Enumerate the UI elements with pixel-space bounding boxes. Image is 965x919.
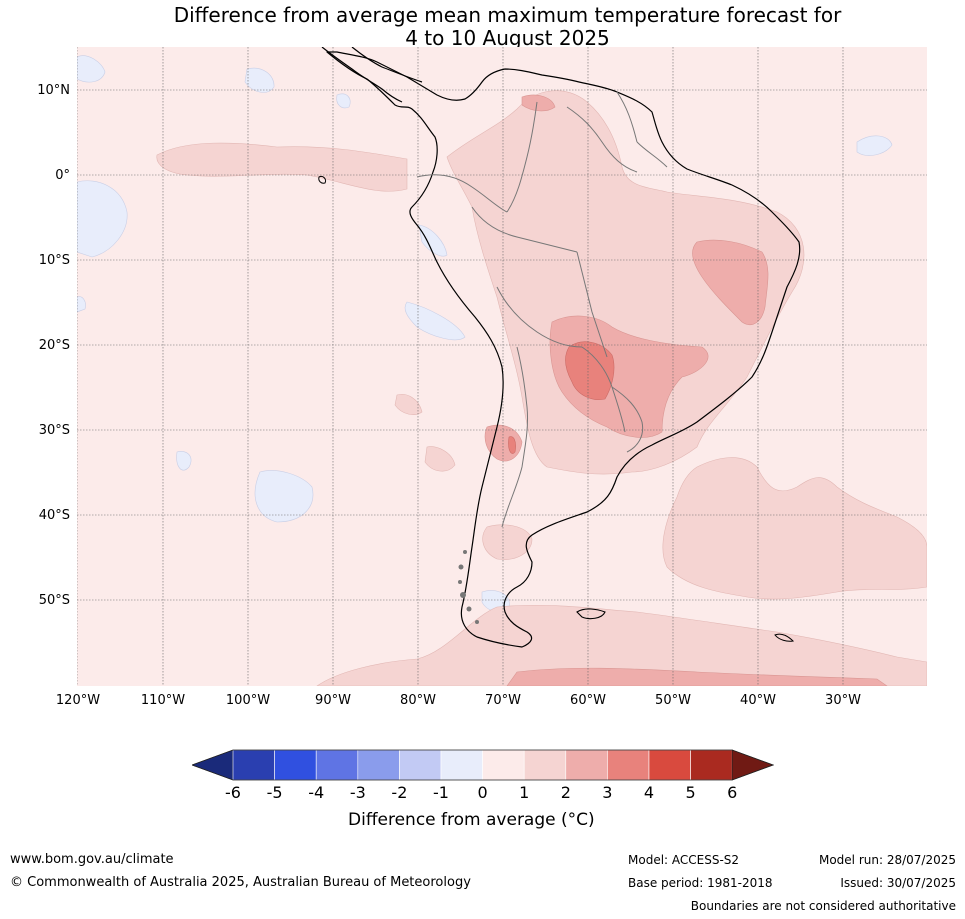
colorbar-cell — [482, 749, 525, 781]
colorbar-outline — [192, 749, 774, 781]
website-link[interactable]: www.bom.gov.au/climate — [10, 852, 174, 867]
colorbar — [192, 749, 774, 781]
colorbar-cell — [315, 749, 359, 781]
colorbar-label: Difference from average (°C) — [348, 810, 595, 830]
colorbar-tick-label: -6 — [225, 783, 241, 802]
lat-label-50s: 50°S — [38, 593, 70, 608]
colorbar-cell — [690, 749, 733, 781]
lon-label-60w: 60°W — [570, 693, 606, 708]
falkland-islands — [576, 608, 606, 620]
base-period: Base period: 1981-2018 — [628, 876, 773, 890]
lon-label-80w: 80°W — [400, 693, 436, 708]
colorbar-tick-label: 4 — [643, 783, 655, 802]
colorbar-cell — [357, 749, 400, 781]
anomaly-1-to-2-areas — [156, 90, 927, 686]
colorbar-cell — [232, 749, 275, 781]
lat-label-10n: 10°N — [37, 83, 70, 98]
colorbar-tick-label: 0 — [477, 783, 488, 802]
colorbar-tick-label: -3 — [349, 783, 366, 802]
colorbar-extend-high — [731, 749, 774, 781]
lat-label-10s: 10°S — [38, 253, 70, 268]
issued-date: Issued: 30/07/2025 — [840, 876, 956, 890]
colorbar-cell — [648, 749, 691, 781]
map-title: Difference from average mean maximum tem… — [0, 4, 965, 50]
lon-label-50w: 50°W — [655, 693, 691, 708]
map-panel[interactable] — [77, 47, 927, 686]
chilean-archipelago — [458, 550, 479, 624]
central-america-coastline — [321, 47, 403, 103]
anomaly-3-to-4-areas — [508, 341, 615, 454]
forecast-map — [77, 47, 927, 686]
boundaries-disclaimer: Boundaries are not considered authoritat… — [690, 899, 956, 913]
lon-label-100w: 100°W — [225, 693, 271, 708]
colorbar-cell — [565, 749, 608, 781]
colorbar-tick-label: 3 — [602, 783, 613, 802]
copyright-text: © Commonwealth of Australia 2025, Austra… — [10, 875, 471, 890]
title-line-2: 4 to 10 August 2025 — [405, 26, 610, 50]
colorbar-extend-low — [192, 749, 234, 781]
colorbar-tick-label: 2 — [560, 783, 571, 802]
colorbar-tick-label: 5 — [685, 783, 696, 802]
model-run-date: Model run: 28/07/2025 — [818, 853, 956, 867]
colorbar-cell — [607, 749, 650, 781]
colorbar-tick-label: -5 — [266, 783, 283, 802]
country-borders — [416, 91, 668, 528]
colorbar-cell — [440, 749, 483, 781]
caribbean-coast — [351, 47, 423, 83]
south-georgia-island — [774, 633, 795, 642]
lon-label-30w: 30°W — [825, 693, 861, 708]
colorbar-tick-label: -2 — [391, 783, 408, 802]
lon-label-40w: 40°W — [740, 693, 776, 708]
colorbar-cell — [274, 749, 317, 781]
graticule — [77, 47, 927, 686]
south-america-coastline — [326, 51, 801, 648]
lat-label-30s: 30°S — [38, 423, 70, 438]
lon-label-90w: 90°W — [315, 693, 351, 708]
model-name: Model: ACCESS-S2 — [628, 853, 740, 867]
lon-label-110w: 110°W — [140, 693, 186, 708]
colorbar-tick-label: -1 — [433, 783, 449, 802]
lat-label-40s: 40°S — [38, 508, 70, 523]
lon-label-70w: 70°W — [485, 693, 521, 708]
lon-label-120w: 120°W — [55, 693, 101, 708]
colorbar-cell — [399, 749, 442, 781]
galapagos-islands — [318, 176, 326, 184]
colorbar-cells — [192, 749, 774, 781]
colorbar-tick-label: -4 — [308, 783, 325, 802]
title-line-1: Difference from average mean maximum tem… — [173, 3, 842, 27]
colorbar-cell — [523, 749, 567, 781]
colorbar-tick-label: 1 — [519, 783, 530, 802]
colorbar-tick-label: 6 — [727, 783, 738, 802]
lat-label-20s: 20°S — [38, 338, 70, 353]
lat-label-0: 0° — [55, 168, 70, 183]
